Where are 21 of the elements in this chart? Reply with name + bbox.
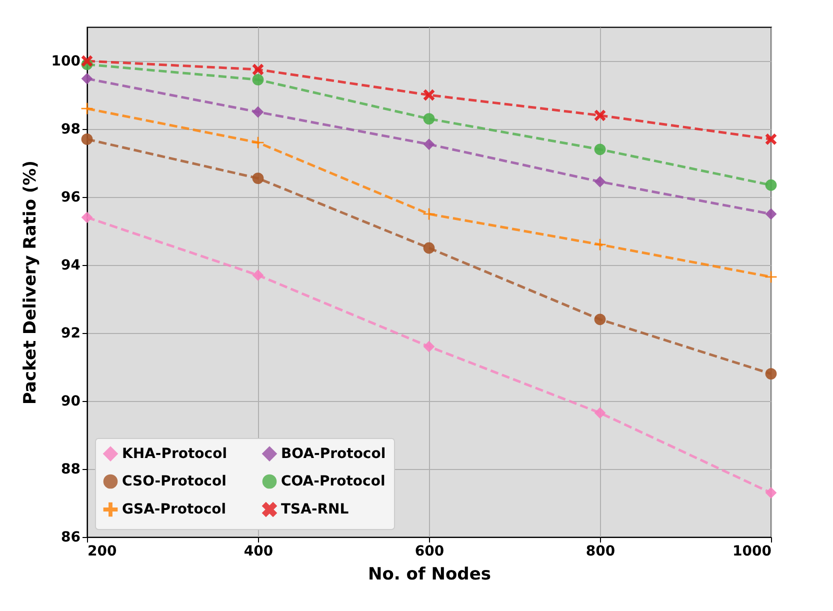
legend-label: GSA-Protocol <box>122 502 226 518</box>
legend-label: BOA-Protocol <box>281 446 386 462</box>
y-tick-label: 96 <box>61 190 80 206</box>
legend-label: KHA-Protocol <box>122 446 228 462</box>
y-tick-label: 98 <box>61 122 80 138</box>
y-axis-title: Packet Delivery Ratio (%) <box>20 160 40 404</box>
legend-label: COA-Protocol <box>281 474 386 490</box>
y-tick-label: 86 <box>61 530 80 546</box>
x-tick-label: 800 <box>586 544 616 560</box>
y-tick-label: 88 <box>61 462 80 478</box>
y-tick-label: 92 <box>61 326 80 342</box>
x-axis-title: No. of Nodes <box>368 564 492 584</box>
y-tick-label: 94 <box>61 258 81 274</box>
x-tick-label: 400 <box>244 544 274 560</box>
y-tick-label: 100 <box>51 54 81 70</box>
y-tick-label: 90 <box>61 394 81 410</box>
x-tick-label: 600 <box>414 544 444 560</box>
legend-label: TSA-RNL <box>281 502 349 518</box>
legend-label: CSO-Protocol <box>122 474 226 490</box>
x-tick-label: 200 <box>88 544 117 560</box>
x-tick-label: 1000 <box>732 544 772 560</box>
